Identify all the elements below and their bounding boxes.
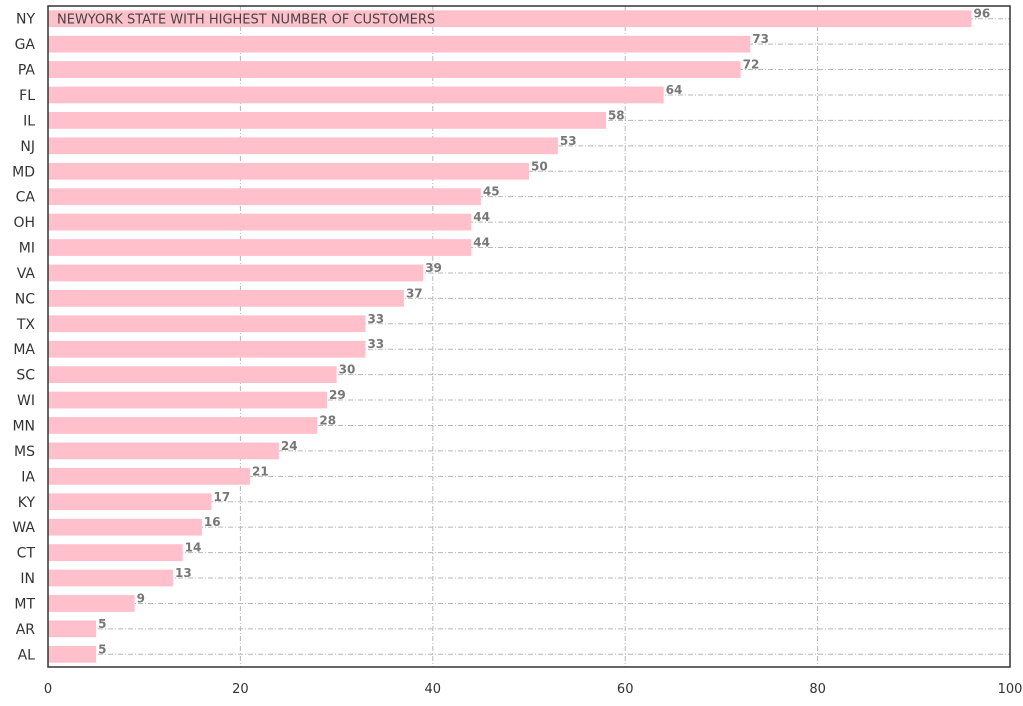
bar-wa xyxy=(48,518,202,536)
value-label-ct: 14 xyxy=(185,541,202,555)
y-tick-label-mi: MI xyxy=(19,241,35,257)
value-label-md: 50 xyxy=(531,159,548,173)
bar-ia xyxy=(48,467,251,485)
grid-lines xyxy=(48,6,1011,667)
bar-pa xyxy=(48,61,741,78)
bar-sc xyxy=(48,366,337,384)
value-label-nc: 37 xyxy=(406,286,423,300)
value-label-wi: 29 xyxy=(329,388,346,402)
value-label-ar: 5 xyxy=(98,617,106,631)
y-tick-label-ia: IA xyxy=(21,469,35,485)
value-label-ca: 45 xyxy=(483,185,500,199)
value-label-fl: 64 xyxy=(666,83,683,97)
y-tick-label-va: VA xyxy=(17,266,36,282)
y-tick-label-ky: KY xyxy=(18,495,36,511)
bar-ct xyxy=(48,544,183,561)
x-tick-label: 60 xyxy=(617,682,634,697)
y-tick-label-in: IN xyxy=(20,571,35,587)
x-tick-label: 80 xyxy=(809,682,826,697)
y-tick-label-ga: GA xyxy=(15,37,36,53)
value-label-wa: 16 xyxy=(204,515,221,529)
x-tick-labels: 0 20 40 60 80 100 xyxy=(44,682,1023,697)
bar-mi xyxy=(48,239,472,256)
y-tick-label-ny: NY xyxy=(16,12,35,28)
y-tick-label-wi: WI xyxy=(17,393,35,409)
value-label-oh: 44 xyxy=(473,210,490,224)
bar-in xyxy=(48,569,174,587)
y-tick-label-sc: SC xyxy=(16,368,35,384)
value-label-ma: 33 xyxy=(367,337,384,351)
y-tick-label-il: IL xyxy=(23,113,35,129)
chart-annotation: NEWYORK STATE WITH HIGHEST NUMBER OF CUS… xyxy=(57,13,435,28)
value-label-mi: 44 xyxy=(473,236,490,250)
value-label-tx: 33 xyxy=(367,312,384,326)
y-tick-label-ca: CA xyxy=(16,190,36,206)
bar-nj xyxy=(48,137,558,155)
y-tick-label-md: MD xyxy=(12,164,35,180)
x-tick-label: 100 xyxy=(998,682,1023,697)
y-tick-label-mn: MN xyxy=(12,418,35,434)
y-tick-label-ar: AR xyxy=(16,622,36,638)
value-label-pa: 72 xyxy=(743,58,760,72)
y-tick-label-nj: NJ xyxy=(20,139,35,155)
bar-ny xyxy=(48,10,972,28)
bar-mn xyxy=(48,417,318,434)
bar-ma xyxy=(48,340,366,358)
bar-wi xyxy=(48,391,327,409)
value-label-al: 5 xyxy=(98,642,106,656)
x-tick-label: 20 xyxy=(232,682,249,697)
x-tick-label: 40 xyxy=(425,682,442,697)
value-label-ny: 96 xyxy=(974,7,991,21)
bar-ca xyxy=(48,188,481,206)
bar-il xyxy=(48,112,606,129)
value-label-mn: 28 xyxy=(319,413,336,427)
y-tick-label-fl: FL xyxy=(19,88,35,104)
bar-ms xyxy=(48,442,279,460)
value-label-ga: 73 xyxy=(752,32,769,46)
value-label-ms: 24 xyxy=(281,439,298,453)
y-tick-label-mt: MT xyxy=(14,596,35,612)
value-label-mt: 9 xyxy=(137,591,145,605)
y-tick-label-ms: MS xyxy=(14,444,35,460)
y-tick-label-ct: CT xyxy=(17,546,36,562)
value-label-ia: 21 xyxy=(252,464,269,478)
plot-frame xyxy=(47,5,1011,668)
value-label-va: 39 xyxy=(425,261,442,275)
y-tick-label-pa: PA xyxy=(18,63,36,79)
bar-ky xyxy=(48,493,212,511)
bar-fl xyxy=(48,86,664,104)
value-label-sc: 30 xyxy=(339,363,356,377)
bar-nc xyxy=(48,289,404,307)
bar-ga xyxy=(48,35,751,53)
y-tick-label-oh: OH xyxy=(13,215,35,231)
bar-oh xyxy=(48,213,472,231)
y-tick-label-wa: WA xyxy=(12,520,35,536)
y-tick-label-tx: TX xyxy=(16,317,36,333)
bar-md xyxy=(48,162,529,180)
y-tick-label-nc: NC xyxy=(15,291,35,307)
y-tick-label-ma: MA xyxy=(13,342,35,358)
bar-mt xyxy=(48,595,135,612)
bar-al xyxy=(48,645,97,663)
value-label-ky: 17 xyxy=(214,490,231,504)
bar-ar xyxy=(48,620,97,638)
value-label-in: 13 xyxy=(175,566,192,580)
y-tick-labels: NY GA PA FL IL NJ MD CA OH MI VA NC TX MA SC WI MN MS IA KY… xyxy=(12,12,35,664)
bars xyxy=(48,10,972,663)
bar-tx xyxy=(48,315,366,333)
bar-va xyxy=(48,264,424,282)
y-tick-label-al: AL xyxy=(18,647,36,663)
value-label-nj: 53 xyxy=(560,134,577,148)
x-tick-label: 0 xyxy=(44,682,52,697)
value-label-il: 58 xyxy=(608,108,625,122)
